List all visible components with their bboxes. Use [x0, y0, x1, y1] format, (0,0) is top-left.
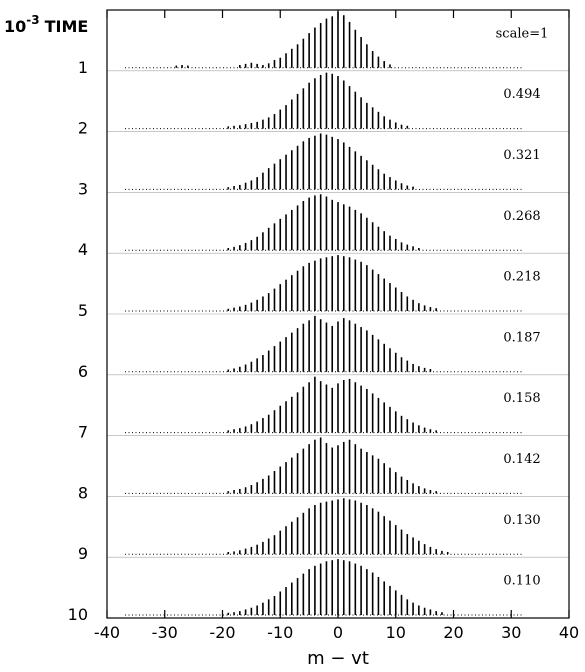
scale-label: 0.130 — [503, 513, 540, 528]
x-axis-label: m − vt — [307, 648, 369, 669]
x-tick-label: -20 — [209, 623, 235, 642]
x-tick-label: 20 — [443, 623, 463, 642]
x-tick-label: -30 — [152, 623, 178, 642]
time-label: 3 — [78, 179, 88, 198]
scale-label: 0.142 — [503, 452, 540, 467]
panel-10: 10 0.110 — [68, 559, 541, 624]
panel-5: 5 0.218 — [78, 255, 569, 320]
scale-label: 0.321 — [503, 148, 540, 163]
time-label: 4 — [78, 240, 88, 259]
time-label: 7 — [78, 423, 88, 442]
panel-1: 1 scale=1 — [78, 11, 569, 77]
x-tick-label: -10 — [267, 623, 293, 642]
time-label: 9 — [78, 544, 88, 563]
y-axis-title: 10-3 TIME — [4, 13, 88, 36]
scale-label: scale=1 — [496, 26, 549, 41]
x-axis: -40 -30 -20 -10 0 10 20 30 40 — [94, 10, 579, 642]
panel-9: 9 0.130 — [78, 498, 569, 563]
y-axis-title-exponent: -3 — [26, 13, 39, 27]
panel-2: 2 0.494 — [78, 72, 569, 138]
x-tick-label: 40 — [559, 623, 579, 642]
scale-label: 0.110 — [503, 574, 540, 589]
panel-7: 7 0.158 — [78, 376, 569, 442]
time-label: 10 — [68, 605, 88, 624]
scale-label: 0.268 — [503, 209, 540, 224]
panel-3: 3 0.321 — [78, 133, 569, 198]
scale-label: 0.158 — [503, 391, 540, 406]
time-label: 6 — [78, 362, 88, 381]
scale-label: 0.494 — [503, 87, 540, 102]
time-label: 8 — [78, 483, 88, 502]
panels: 1 scale=1 2 0.494 3 0.321 4 0.268 5 0.218 6 0.187 7 0… — [68, 11, 569, 624]
panel-6: 6 0.187 — [78, 315, 569, 381]
panel-8: 8 0.142 — [78, 437, 569, 502]
time-label: 1 — [78, 58, 88, 77]
panel-4: 4 0.268 — [78, 194, 569, 259]
y-axis-title-word: TIME — [45, 17, 89, 36]
y-axis-title-prefix: 10 — [4, 17, 26, 36]
scale-label: 0.218 — [503, 270, 540, 285]
x-tick-label: -40 — [94, 623, 120, 642]
x-tick-label: 0 — [333, 623, 343, 642]
time-label: 5 — [78, 301, 88, 320]
x-tick-label: 10 — [386, 623, 406, 642]
time-label: 2 — [78, 119, 88, 138]
x-tick-label: 30 — [501, 623, 521, 642]
scale-label: 0.187 — [503, 330, 540, 345]
